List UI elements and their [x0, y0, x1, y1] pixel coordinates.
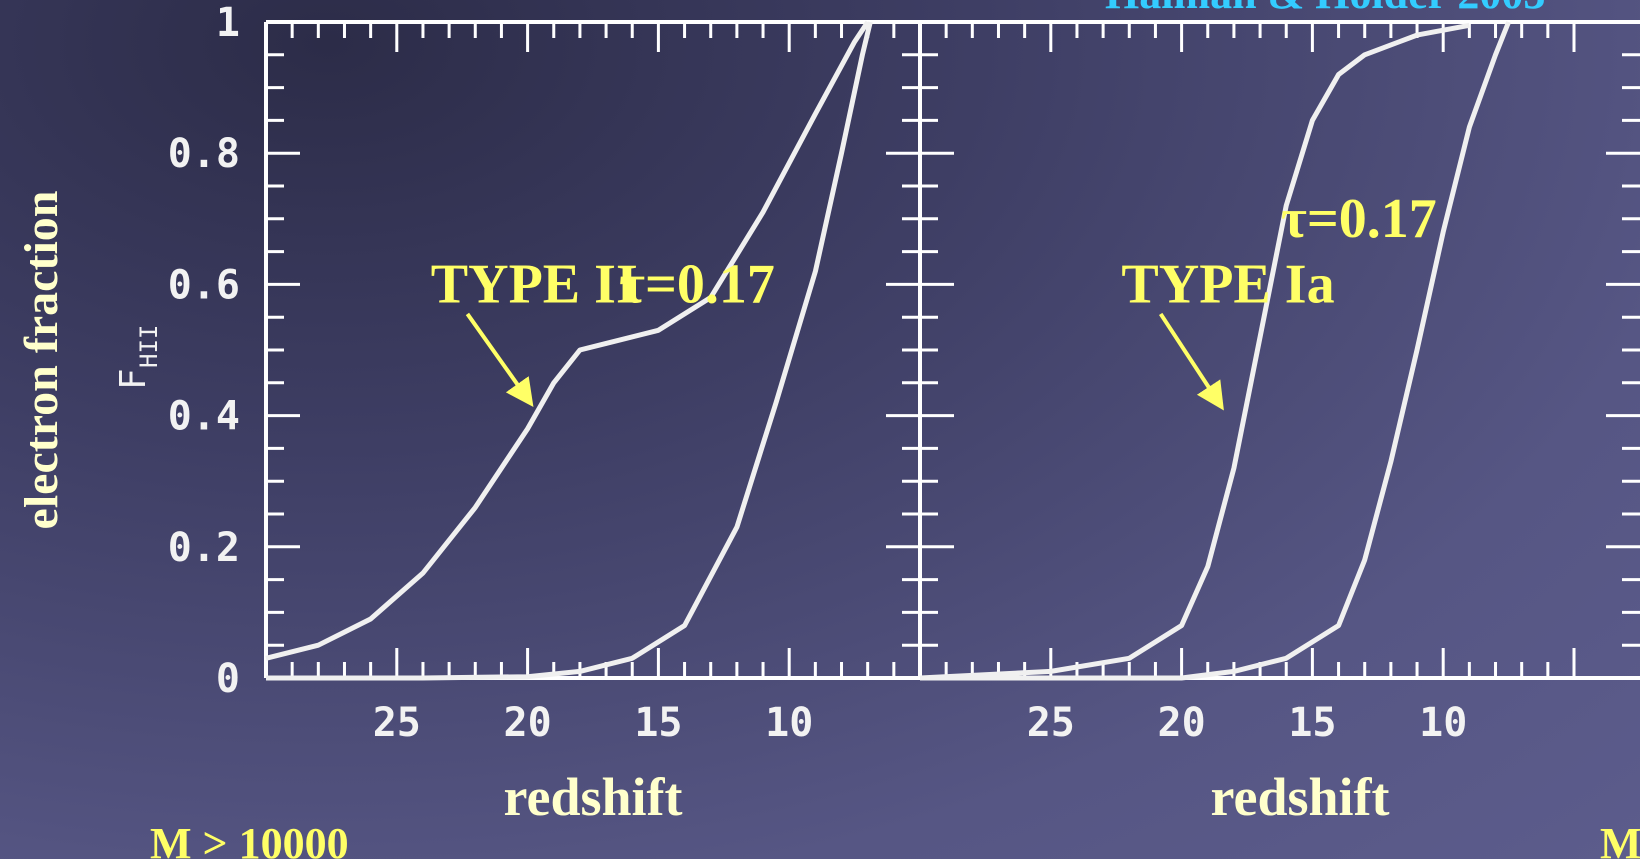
y-tick-label: 0.4	[168, 394, 240, 440]
annotation-arrow	[465, 312, 534, 408]
x-tick-label: 25	[373, 700, 421, 746]
x-tick-label: 10	[1419, 700, 1467, 746]
series-curve-2	[920, 21, 1511, 681]
y-axis-title: electron fraction	[15, 191, 68, 530]
x-tick-label: 20	[504, 700, 552, 746]
y-tick-label: 0.8	[168, 131, 240, 177]
y-axis-symbol-main: F	[113, 368, 154, 390]
credit-text: Haiman & Holder 2003	[1105, 0, 1545, 18]
annotation-label: TYPE Ia	[1121, 253, 1334, 315]
x-tick-label: 10	[765, 700, 813, 746]
series-curve-1	[265, 20, 870, 661]
series-curve-1	[919, 22, 1470, 681]
y-tick-label: 0.6	[168, 262, 240, 308]
y-axis-symbol-sub: HII	[135, 325, 163, 368]
y-axis-symbol: F HII	[113, 325, 163, 390]
x-tick-label: 15	[1288, 700, 1336, 746]
x-axis-title: redshift	[1210, 767, 1389, 827]
y-tick-label: 0.2	[168, 525, 240, 571]
x-tick-label: 25	[1027, 700, 1075, 746]
annotation-label: τ=0.17	[619, 253, 775, 315]
x-tick-label: 15	[634, 700, 682, 746]
annotation-arrow	[1158, 312, 1224, 411]
x-tick-label: 20	[1158, 700, 1206, 746]
bottom-right-text: M	[1600, 819, 1640, 859]
y-tick-label: 1	[216, 0, 240, 46]
bottom-left-text: M > 10000	[150, 819, 349, 859]
x-axis-title: redshift	[503, 767, 682, 827]
y-tick-label: 0	[216, 656, 240, 702]
series-curve-2	[266, 21, 873, 681]
annotation-label: τ=0.17	[1281, 188, 1437, 250]
annotation-label: TYPE II	[431, 253, 638, 315]
